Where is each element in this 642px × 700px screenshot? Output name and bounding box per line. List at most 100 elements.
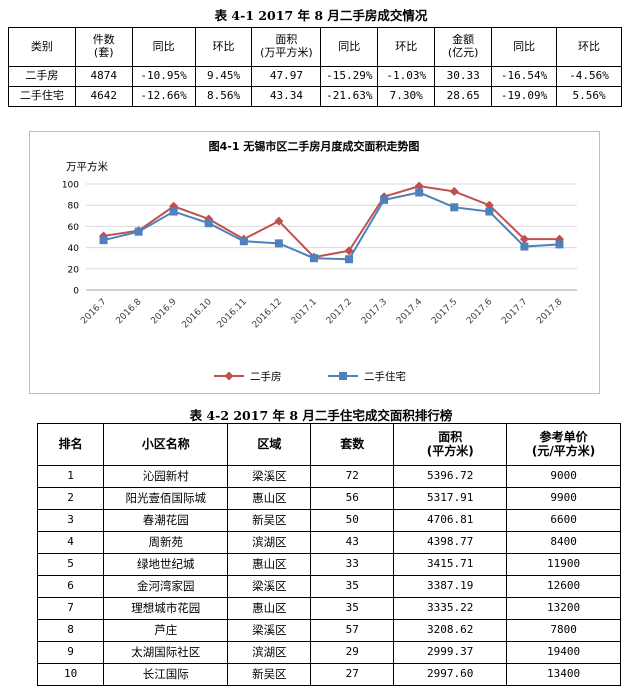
- chart-title: 图4-1 无锡市区二手房月度成交面积走势图: [209, 139, 420, 153]
- table2-cell: 8400: [506, 531, 621, 554]
- table1-cell: 4642: [74, 86, 133, 107]
- table2-cell: 梁溪区: [227, 575, 312, 598]
- table2-cell: 1: [36, 465, 105, 488]
- data-point-square: [169, 207, 178, 216]
- x-tick-label: 2016.9: [149, 297, 179, 327]
- table1-cell: -19.09%: [491, 86, 558, 107]
- table2-cell: 13400: [506, 663, 621, 686]
- table2-header-cell: 小区名称: [103, 423, 229, 466]
- table2-header-cell: 区域: [227, 423, 312, 466]
- table2-cell: 12600: [506, 575, 621, 598]
- transaction-summary-table: 类别 件数 (套) 同比 环比 面积 (万平方米) 同比 环比 金额 (亿元) 同比 环比 二手房 4874…: [8, 27, 622, 107]
- table1-header-cell: 金额 (亿元): [434, 27, 493, 67]
- table2-row: 8 芦庄 梁溪区 57 3208.62 7800: [36, 619, 621, 642]
- table2-cell: 绿地世纪城: [103, 553, 229, 576]
- table2-cell: 5: [36, 553, 105, 576]
- y-tick-label: 60: [68, 223, 80, 233]
- table2-row: 5 绿地世纪城 惠山区 33 3415.71 11900: [36, 553, 621, 576]
- table2-cell: 阳光壹佰国际城: [103, 487, 229, 510]
- table2-header-cell: 参考单价 (元/平方米): [506, 423, 621, 466]
- area-trend-chart: 图4-1 无锡市区二手房月度成交面积走势图 万平方米 0 20 40 60 80 100 201…: [29, 131, 600, 394]
- table1-title: 表 4-1 2017 年 8 月二手房成交情况: [214, 8, 428, 23]
- table2-row: 6 金河湾家园 梁溪区 35 3387.19 12600: [36, 575, 621, 598]
- data-point-square: [520, 242, 529, 251]
- table1-header-cell: 类别: [8, 27, 76, 67]
- table1-cell: -15.29%: [320, 66, 379, 87]
- y-tick-label: 100: [62, 181, 79, 191]
- legend-marker: [339, 372, 347, 380]
- table2-cell: 2: [36, 487, 105, 510]
- table2-header-cell: 面积 (平方米): [393, 423, 508, 466]
- table2-cell: 56: [310, 487, 395, 510]
- table1-cell: 30.33: [434, 66, 493, 87]
- data-point-square: [309, 254, 318, 263]
- data-point-square: [450, 203, 459, 212]
- ranking-table: 排名 小区名称 区域 套数 面积 (平方米) 参考单价 (元/平方米) 1 沁园新村 梁溪区 72 53…: [36, 423, 621, 686]
- y-tick-label: 40: [68, 244, 80, 254]
- table2-cell: 7: [36, 597, 105, 620]
- table2-cell: 梁溪区: [227, 619, 312, 642]
- table1-cell: 9.45%: [194, 66, 253, 87]
- table2-cell: 3387.19: [393, 575, 508, 598]
- table2-row: 2 阳光壹佰国际城 惠山区 56 5317.91 9900: [36, 487, 621, 510]
- y-tick-label: 20: [68, 265, 80, 275]
- x-tick-label: 2016.12: [251, 297, 284, 330]
- table2-cell: 13200: [506, 597, 621, 620]
- table2-cell: 11900: [506, 553, 621, 576]
- table2-cell: 春潮花园: [103, 509, 229, 532]
- table2-row: 1 沁园新村 梁溪区 72 5396.72 9000: [36, 465, 621, 488]
- table2-cell: 27: [310, 663, 395, 686]
- table1-cell: -4.56%: [556, 66, 622, 87]
- table1-cell: -16.54%: [491, 66, 558, 87]
- table2-cell: 2999.37: [393, 641, 508, 664]
- y-tick-label: 0: [73, 287, 79, 297]
- data-point-square: [274, 239, 283, 248]
- table2-cell: 8: [36, 619, 105, 642]
- data-point-diamond: [344, 246, 354, 256]
- series-line-2: [103, 191, 560, 261]
- x-tick-label: 2017.6: [465, 297, 495, 327]
- table2-cell: 滨湖区: [227, 641, 312, 664]
- table1-header-cell: 环比: [194, 27, 253, 67]
- x-tick-label: 2016.11: [216, 297, 249, 330]
- x-tick-label: 2017.7: [500, 297, 529, 326]
- data-point-diamond: [169, 201, 179, 211]
- table1-cell: 二手房: [8, 66, 76, 87]
- table2-cell: 35: [310, 575, 395, 598]
- table2-cell: 9000: [506, 465, 621, 488]
- table2-cell: 5396.72: [393, 465, 508, 488]
- table2-cell: 金河湾家园: [103, 575, 229, 598]
- table1-header-cell: 环比: [377, 27, 436, 67]
- table1-cell: -21.63%: [320, 86, 379, 107]
- table2-cell: 33: [310, 553, 395, 576]
- table1-header-cell: 同比: [491, 27, 558, 67]
- table2-cell: 理想城市花园: [103, 597, 229, 620]
- data-point-diamond: [204, 214, 214, 224]
- table2-cell: 惠山区: [227, 553, 312, 576]
- table2-header-cell: 套数: [310, 423, 395, 466]
- data-point-square: [99, 236, 108, 245]
- table1-cell: 4874: [74, 66, 133, 87]
- table2-row: 10 长江国际 新吴区 27 2997.60 13400: [36, 663, 621, 686]
- data-point-square: [345, 255, 354, 264]
- table1-cell: 28.65: [434, 86, 493, 107]
- data-point-square: [485, 207, 494, 216]
- series-line-1: [103, 185, 560, 259]
- data-point-diamond: [519, 234, 529, 244]
- table2-cell: 57: [310, 619, 395, 642]
- table2-cell: 35: [310, 597, 395, 620]
- x-tick-label: 2017.8: [535, 297, 565, 327]
- table2-cell: 4398.77: [393, 531, 508, 554]
- table1-header-cell: 同比: [131, 27, 196, 67]
- table2-cell: 43: [310, 531, 395, 554]
- data-point-square: [415, 188, 424, 197]
- table2-cell: 滨湖区: [227, 531, 312, 554]
- table2-cell: 3208.62: [393, 619, 508, 642]
- data-point-diamond: [449, 186, 459, 196]
- table1-header-cell: 同比: [320, 27, 379, 67]
- y-tick-label: 80: [68, 202, 80, 212]
- x-tick-label: 2017.3: [360, 297, 389, 326]
- table1-cell: 43.34: [251, 86, 322, 107]
- x-tick-label: 2017.5: [430, 297, 459, 326]
